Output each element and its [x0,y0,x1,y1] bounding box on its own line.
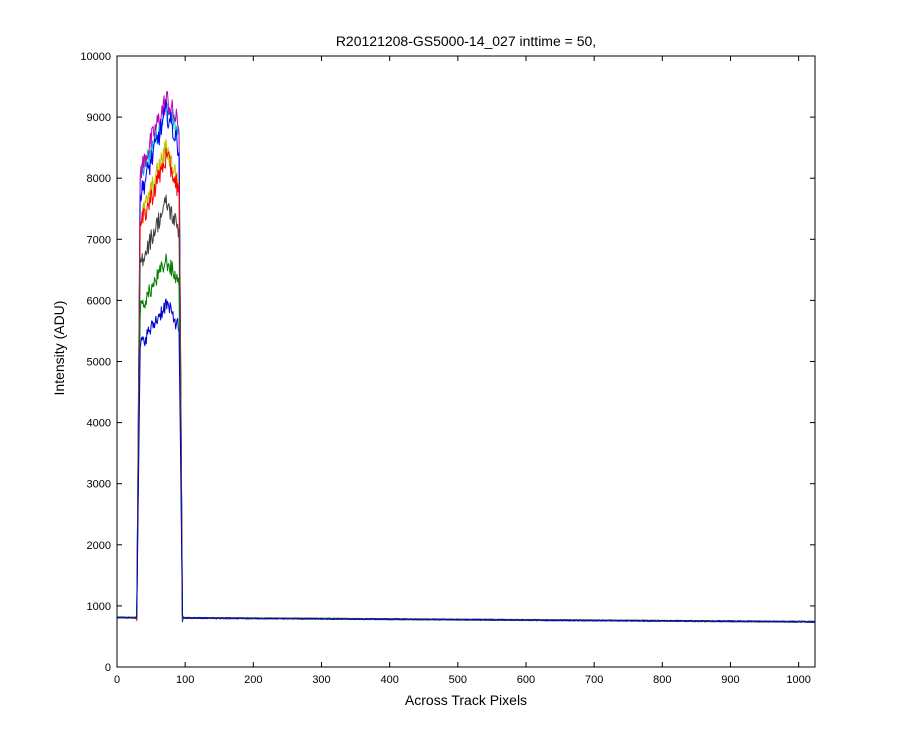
x-tick-label: 100 [176,674,194,686]
y-axis-label: Intensity (ADU) [51,301,67,396]
y-tick-label: 7000 [87,234,111,246]
x-tick-label: 400 [380,674,398,686]
y-tick-label: 0 [105,662,111,674]
x-tick-label: 300 [312,674,330,686]
chart-title: R20121208-GS5000-14_027 inttime = 50, [336,33,596,49]
x-tick-label: 1000 [786,674,810,686]
y-tick-label: 5000 [87,357,111,369]
series-layer [116,91,816,623]
x-tick-label: 900 [721,674,739,686]
x-tick-label: 500 [449,674,467,686]
y-tick-label: 1000 [87,601,111,613]
x-tick-label: 0 [114,674,120,686]
y-tick-label: 3000 [87,479,111,491]
y-tick-label: 8000 [87,173,111,185]
y-axis: 0 1000 2000 3000 4000 5000 6000 7000 8000 9000 100… [80,51,815,674]
x-tick-label: 800 [653,674,671,686]
x-axis: 0 100 200 300 400 500 600 700 800 900 1000 [114,56,811,686]
y-tick-label: 6000 [87,295,111,307]
x-tick-label: 700 [585,674,603,686]
series-line [116,298,816,623]
y-tick-label: 2000 [87,540,111,552]
y-tick-label: 9000 [87,112,111,124]
x-tick-label: 600 [517,674,535,686]
y-tick-label: 10000 [80,51,111,63]
x-axis-label: Across Track Pixels [405,692,527,708]
x-tick-label: 200 [244,674,262,686]
y-tick-label: 4000 [87,418,111,430]
